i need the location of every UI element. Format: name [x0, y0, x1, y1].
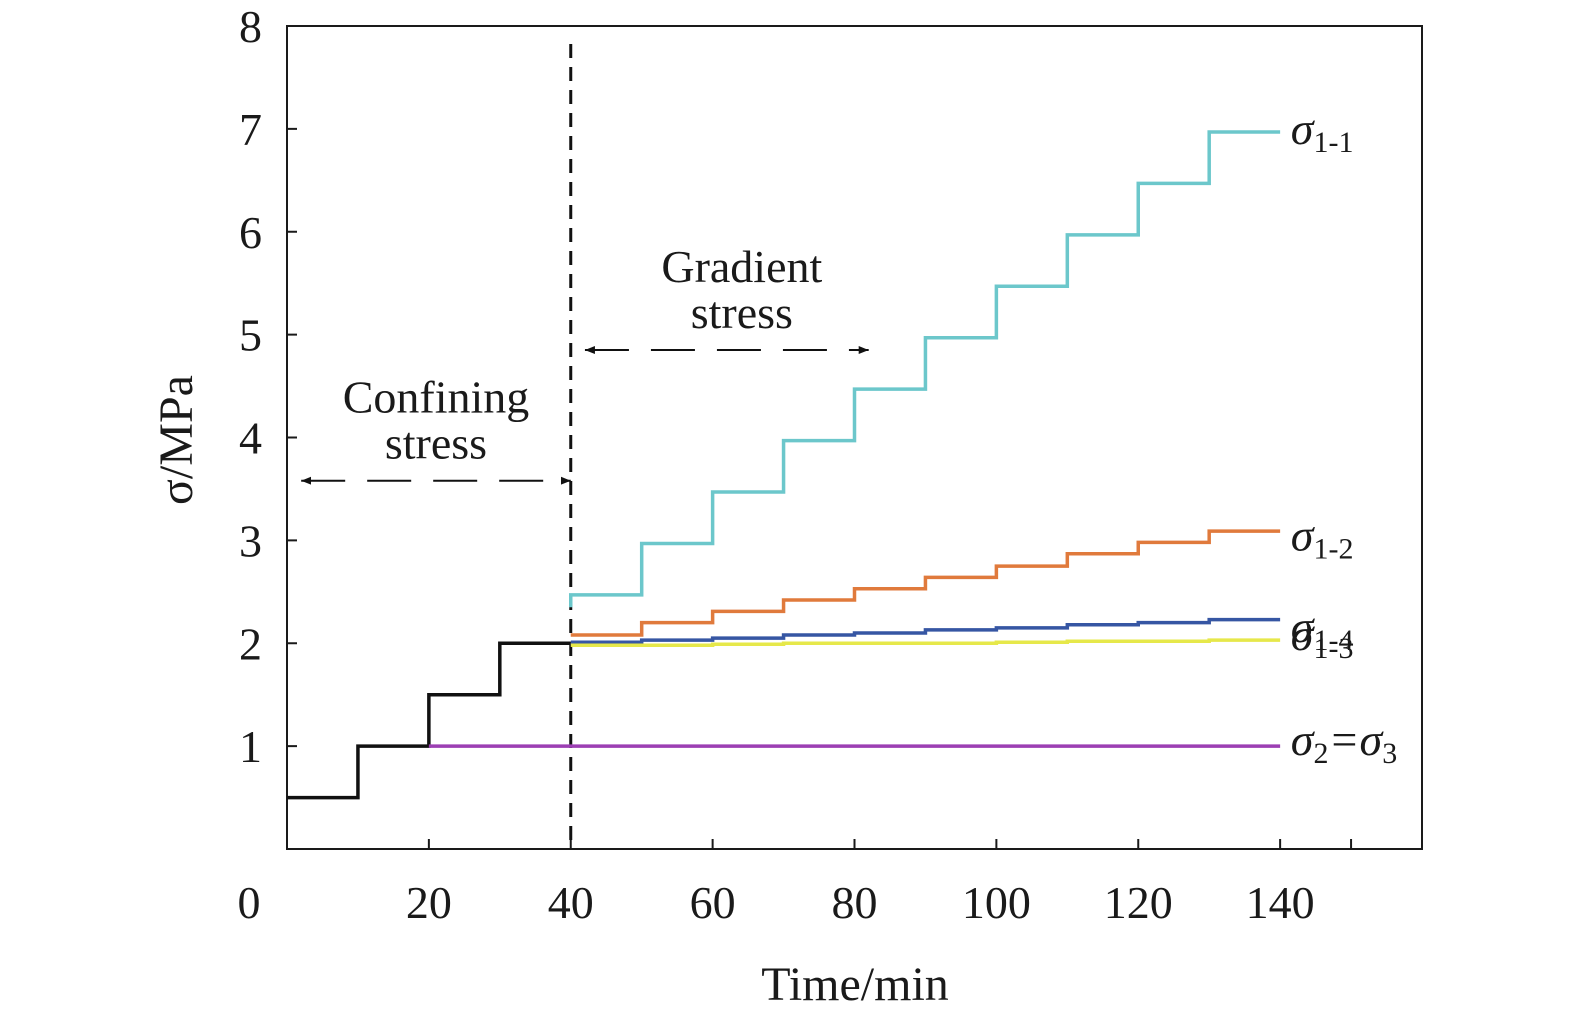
y-tick-label: 6: [239, 207, 262, 258]
x-axis-title: Time/min: [761, 958, 949, 1011]
y-tick-label: 3: [239, 515, 262, 566]
x-tick-label: 60: [690, 877, 736, 928]
y-tick-label: 1: [239, 721, 262, 772]
x-tick-label: 0: [238, 877, 261, 928]
x-tick-label: 120: [1104, 877, 1173, 928]
series-label-2: σ1-1: [1291, 103, 1354, 159]
tick-labels: 0 20 40 60 80 100 120 140 1 2 3 4 5 6 7 8: [238, 1, 1315, 928]
gradient-label-line1: Gradient: [661, 241, 822, 292]
y-tick-label: 8: [239, 1, 262, 52]
y-tick-label: 7: [239, 104, 262, 155]
series-line-5: [570, 638, 1281, 648]
axis-ticks: [287, 127, 1353, 849]
confining-label-line2: stress: [385, 418, 487, 469]
y-tick-label: 2: [239, 618, 262, 669]
x-tick-label: 80: [832, 877, 878, 928]
x-tick-label: 140: [1246, 877, 1315, 928]
y-axis-title: σ/MPa: [150, 375, 203, 505]
x-tick-label: 20: [406, 877, 452, 928]
series-label-5: σ1-4: [1291, 601, 1354, 657]
series-label-4: σ1-3: [1291, 609, 1354, 665]
y-tick-label: 4: [239, 413, 262, 464]
x-tick-label: 100: [962, 877, 1031, 928]
series-label-3: σ1-2: [1291, 509, 1354, 565]
gradient-label-line2: stress: [691, 287, 793, 338]
series-line-2: [569, 130, 1281, 608]
series-label-6: σ2=σ3: [1291, 714, 1397, 770]
y-tick-label: 5: [239, 310, 262, 361]
x-tick-label: 40: [548, 877, 594, 928]
series-lines: [287, 130, 1281, 800]
series-line-4: [570, 617, 1281, 644]
series-line-1: [287, 641, 571, 800]
confining-label-line1: Confining: [343, 372, 530, 423]
series-line-3: [570, 529, 1281, 637]
series-labels: σ1-1 σ1-2 σ1-3σ1-4 σ2=σ3: [1291, 103, 1397, 770]
